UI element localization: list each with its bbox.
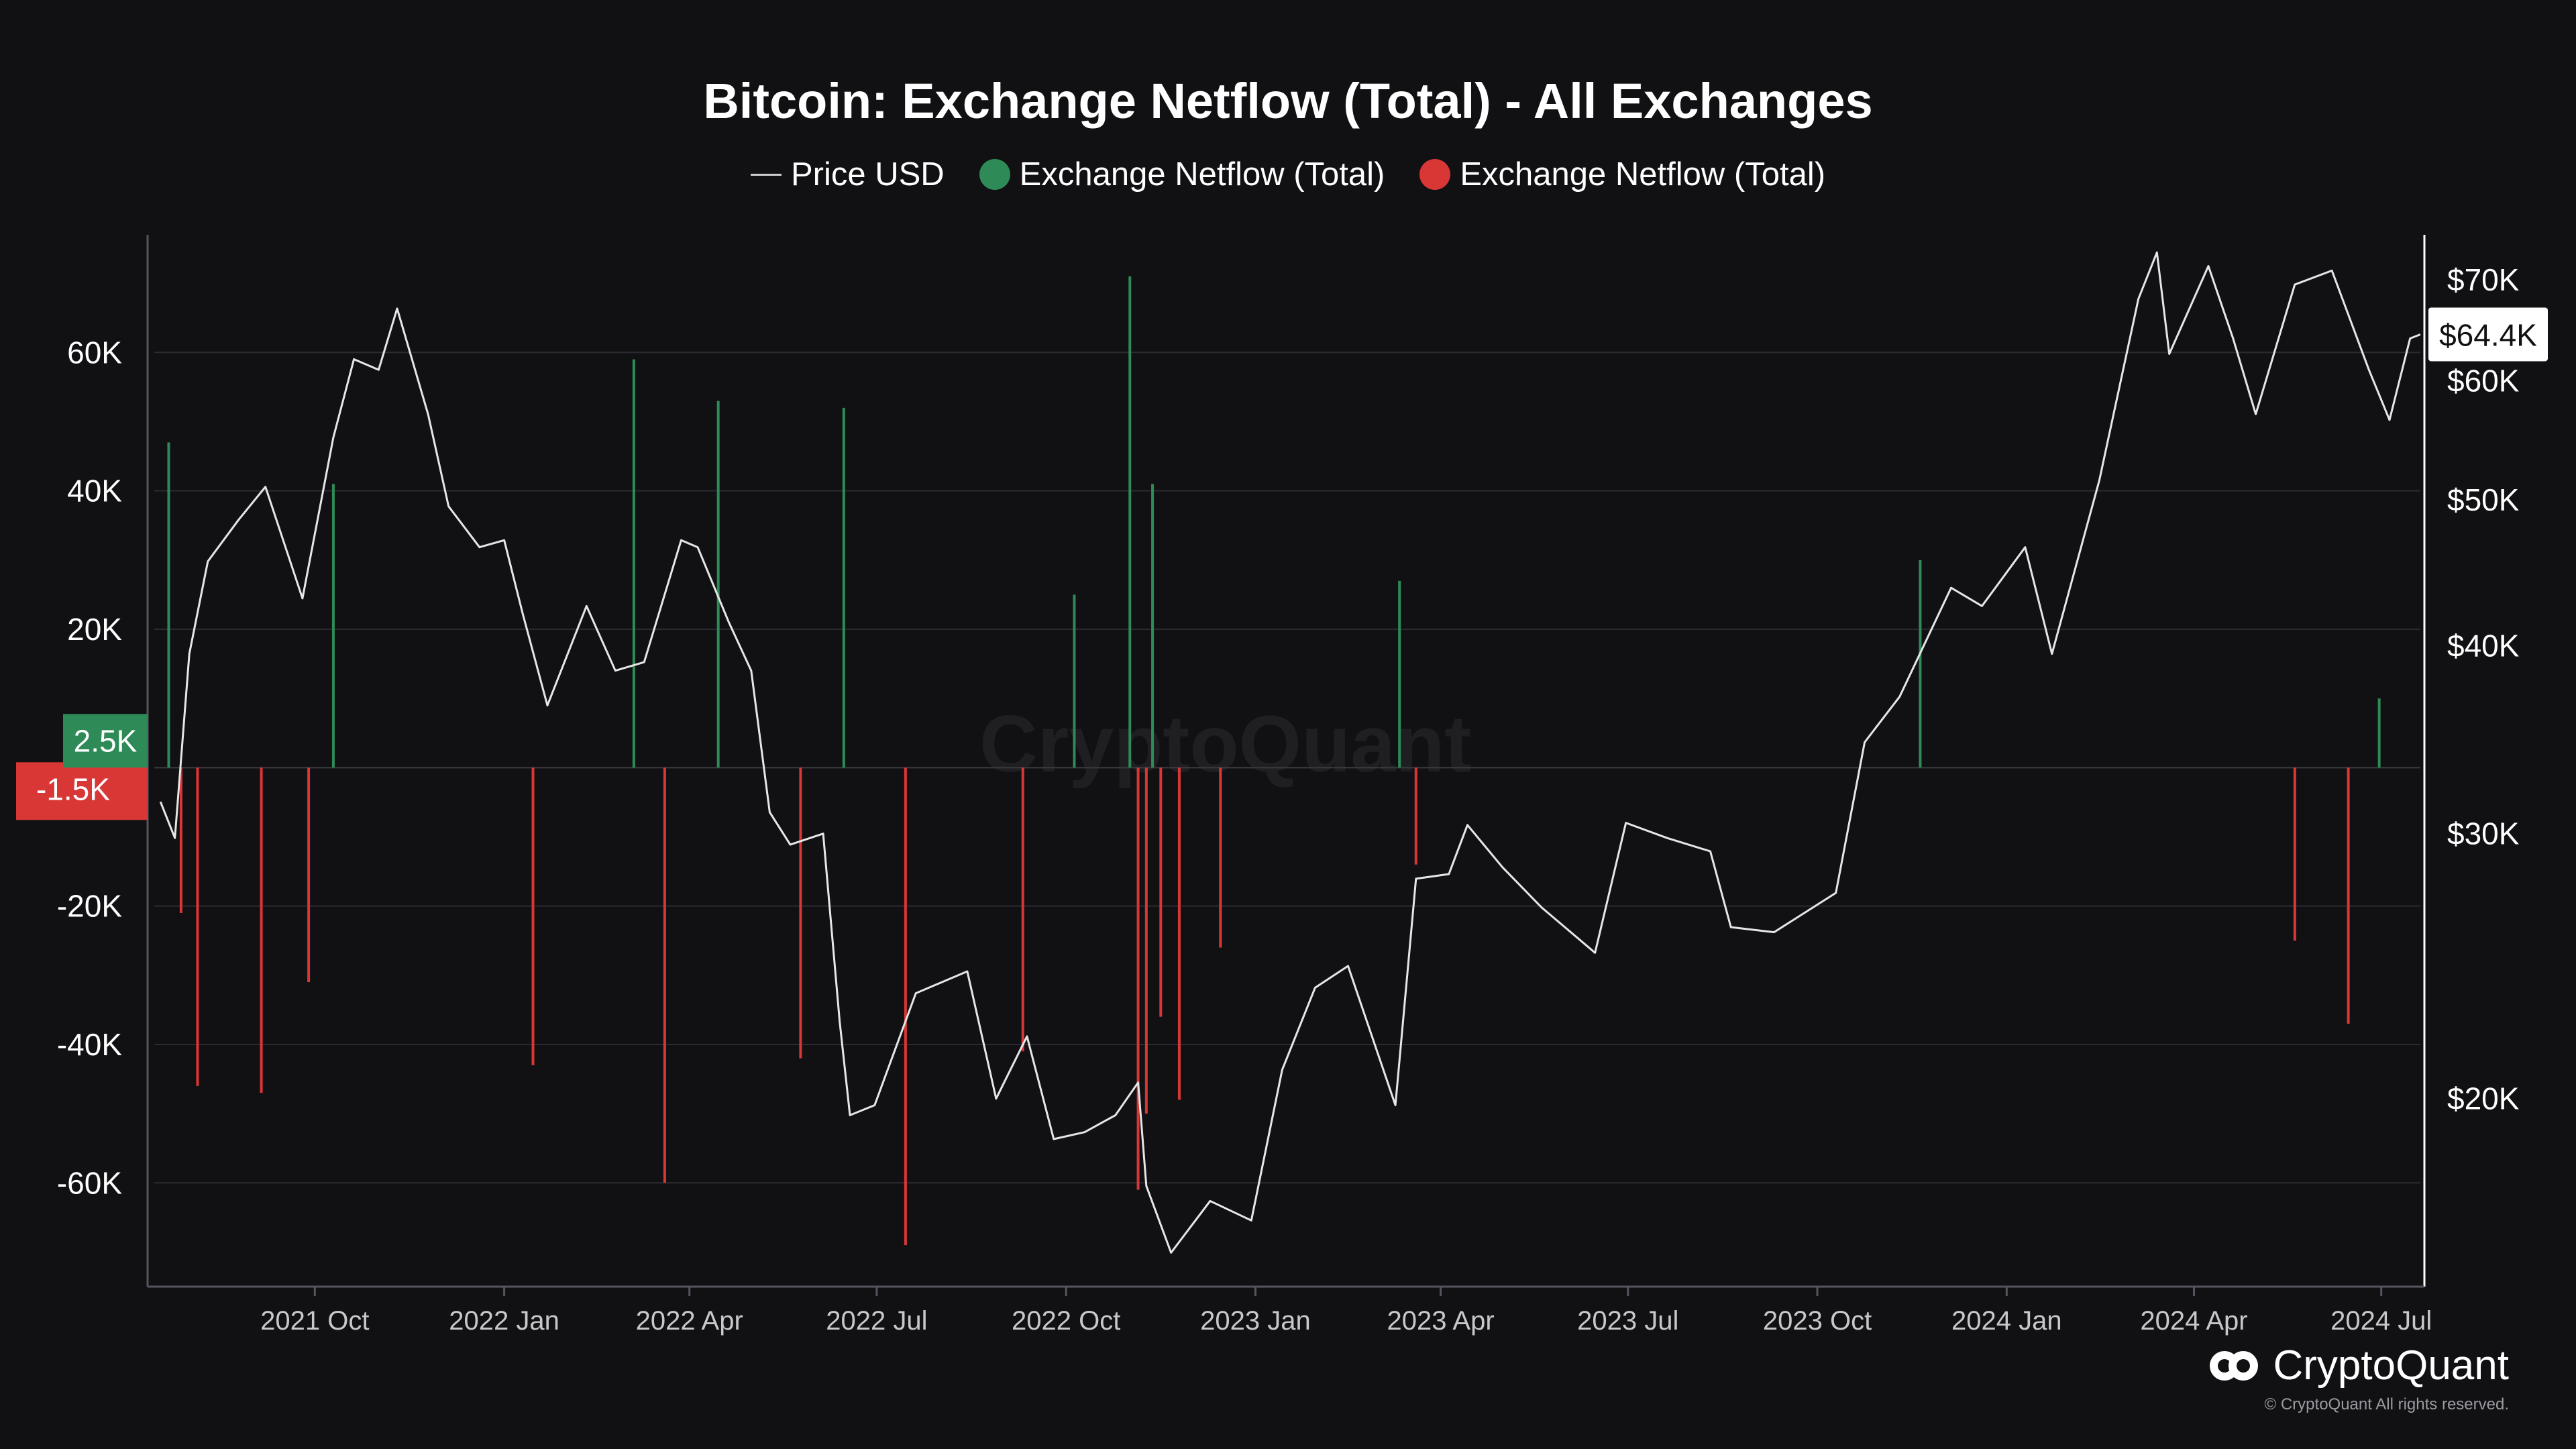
netflow-bar-inflow [1919, 559, 1922, 768]
right-tick-label: $30K [2447, 816, 2520, 851]
left-tick-label: 20K [67, 612, 122, 647]
left-tick-label: 60K [67, 335, 122, 370]
price-line [159, 251, 2421, 1254]
x-tick-label: 2023 Oct [1763, 1306, 1872, 1336]
netflow-bar-outflow [904, 767, 907, 1246]
legend-dot-green [979, 159, 1010, 190]
netflow-bar-outflow [1177, 767, 1181, 1100]
netflow-bar-outflow [799, 767, 802, 1059]
legend-label-netflow-positive: Exchange Netflow (Total) [1019, 156, 1385, 193]
last-netflow-negative-label: -1.5K [36, 771, 110, 806]
x-tick-label: 2022 Jan [449, 1306, 559, 1336]
netflow-bar-inflow [1128, 276, 1132, 768]
left-tick-label: -40K [57, 1027, 122, 1062]
brand-logo: CryptoQuant [2207, 1342, 2509, 1389]
left-tick-label: 40K [67, 474, 122, 508]
netflow-bar-inflow [716, 400, 720, 768]
last-netflow-positive-label: 2.5K [74, 723, 138, 758]
x-tick-label: 2023 Jul [1577, 1306, 1678, 1336]
right-tick-label: $20K [2447, 1081, 2520, 1116]
netflow-bar-inflow [1151, 484, 1155, 768]
netflow-bar-outflow [1219, 767, 1222, 948]
left-tick-label: -60K [57, 1165, 122, 1200]
last-price-label: $64.4K [2439, 317, 2537, 352]
copyright-text: © CryptoQuant All rights reserved. [2264, 1395, 2510, 1413]
netflow-bar-outflow [1136, 767, 1140, 1190]
netflow-bar-outflow [2293, 767, 2296, 941]
legend: Price USD Exchange Netflow (Total) Excha… [0, 156, 2576, 193]
right-tick-label: $60K [2447, 363, 2520, 398]
netflow-bar-outflow [663, 767, 666, 1183]
x-tick-label: 2024 Jan [1951, 1306, 2062, 1336]
legend-line-swatch [750, 173, 782, 176]
netflow-bar-inflow [1073, 594, 1076, 768]
x-tick-label: 2022 Apr [636, 1306, 743, 1336]
last-netflow-negative-badge [16, 762, 148, 820]
chart-title: Bitcoin: Exchange Netflow (Total) - All … [703, 73, 1873, 129]
netflow-bar-inflow [2377, 698, 2381, 768]
x-tick-label: 2023 Jan [1200, 1306, 1311, 1336]
netflow-bar-inflow [1398, 580, 1401, 768]
x-tick-label: 2023 Apr [1387, 1306, 1495, 1336]
netflow-bar-inflow [842, 407, 845, 768]
last-netflow-positive-badge [63, 714, 148, 768]
x-tick-label: 2024 Apr [2140, 1306, 2247, 1336]
legend-item-netflow-negative[interactable]: Exchange Netflow (Total) [1419, 156, 1825, 193]
legend-label-netflow-negative: Exchange Netflow (Total) [1460, 156, 1826, 193]
netflow-bar-inflow [331, 484, 335, 768]
right-tick-label: $70K [2447, 262, 2520, 297]
netflow-bar-outflow [1159, 767, 1163, 1017]
netflow-bar-outflow [307, 767, 311, 983]
x-tick-label: 2022 Oct [1012, 1306, 1120, 1336]
x-tick-label: 2024 Jul [2330, 1306, 2432, 1336]
netflow-bar-outflow [2347, 767, 2350, 1024]
x-tick-label: 2021 Oct [260, 1306, 369, 1336]
netflow-bar-inflow [167, 442, 170, 768]
netflow-bar-outflow [1021, 767, 1024, 1052]
netflow-bar-outflow [1144, 767, 1148, 1114]
right-tick-label: $40K [2447, 628, 2520, 663]
brand-name: CryptoQuant [2273, 1342, 2509, 1389]
x-tick-label: 2022 Jul [826, 1306, 927, 1336]
watermark: CryptoQuant [979, 699, 1472, 789]
netflow-bar-outflow [260, 767, 263, 1093]
legend-dot-red [1419, 159, 1451, 190]
netflow-bar-outflow [531, 767, 535, 1065]
netflow-bar-inflow [632, 359, 635, 768]
left-tick-label: -20K [57, 889, 122, 924]
legend-item-price[interactable]: Price USD [750, 156, 945, 193]
netflow-bar-outflow [196, 767, 199, 1086]
legend-item-netflow-positive[interactable]: Exchange Netflow (Total) [979, 156, 1385, 193]
right-tick-label: $50K [2447, 482, 2520, 517]
cryptoquant-logo-icon [2210, 1350, 2259, 1381]
netflow-bar-outflow [1414, 767, 1417, 865]
netflow-bar-outflow [179, 767, 182, 913]
last-price-badge [2428, 307, 2548, 362]
legend-label-price: Price USD [790, 156, 945, 193]
